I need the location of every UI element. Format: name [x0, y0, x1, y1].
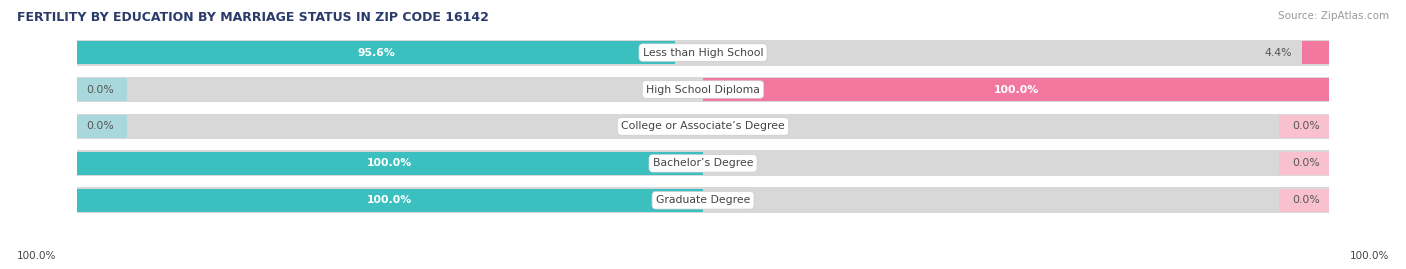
Text: Bachelor’s Degree: Bachelor’s Degree [652, 158, 754, 168]
Text: High School Diploma: High School Diploma [647, 84, 759, 94]
Text: FERTILITY BY EDUCATION BY MARRIAGE STATUS IN ZIP CODE 16142: FERTILITY BY EDUCATION BY MARRIAGE STATU… [17, 11, 489, 24]
Text: 100.0%: 100.0% [994, 84, 1039, 94]
Text: 100.0%: 100.0% [367, 195, 412, 205]
Text: 0.0%: 0.0% [1292, 121, 1320, 132]
Text: Less than High School: Less than High School [643, 48, 763, 58]
Text: 4.4%: 4.4% [1265, 48, 1292, 58]
Bar [1279, 189, 1329, 212]
Bar [703, 78, 1329, 101]
Bar [77, 114, 1329, 139]
Text: 95.6%: 95.6% [357, 48, 395, 58]
Bar [77, 41, 675, 64]
Bar [77, 115, 127, 138]
Bar [77, 189, 703, 212]
Text: Graduate Degree: Graduate Degree [655, 195, 751, 205]
Text: Source: ZipAtlas.com: Source: ZipAtlas.com [1278, 11, 1389, 21]
Text: College or Associate’s Degree: College or Associate’s Degree [621, 121, 785, 132]
Text: 0.0%: 0.0% [86, 121, 114, 132]
Text: 0.0%: 0.0% [1292, 195, 1320, 205]
Bar [1279, 152, 1329, 175]
Bar [77, 78, 127, 101]
Bar [1302, 41, 1329, 64]
Bar [1279, 115, 1329, 138]
Text: 100.0%: 100.0% [17, 251, 56, 261]
Bar [77, 187, 1329, 213]
Text: 100.0%: 100.0% [367, 158, 412, 168]
Bar [77, 152, 703, 175]
Text: 0.0%: 0.0% [1292, 158, 1320, 168]
Text: 0.0%: 0.0% [86, 84, 114, 94]
Bar [77, 150, 1329, 176]
Text: 100.0%: 100.0% [1350, 251, 1389, 261]
Bar [77, 40, 1329, 66]
Bar [77, 77, 1329, 102]
